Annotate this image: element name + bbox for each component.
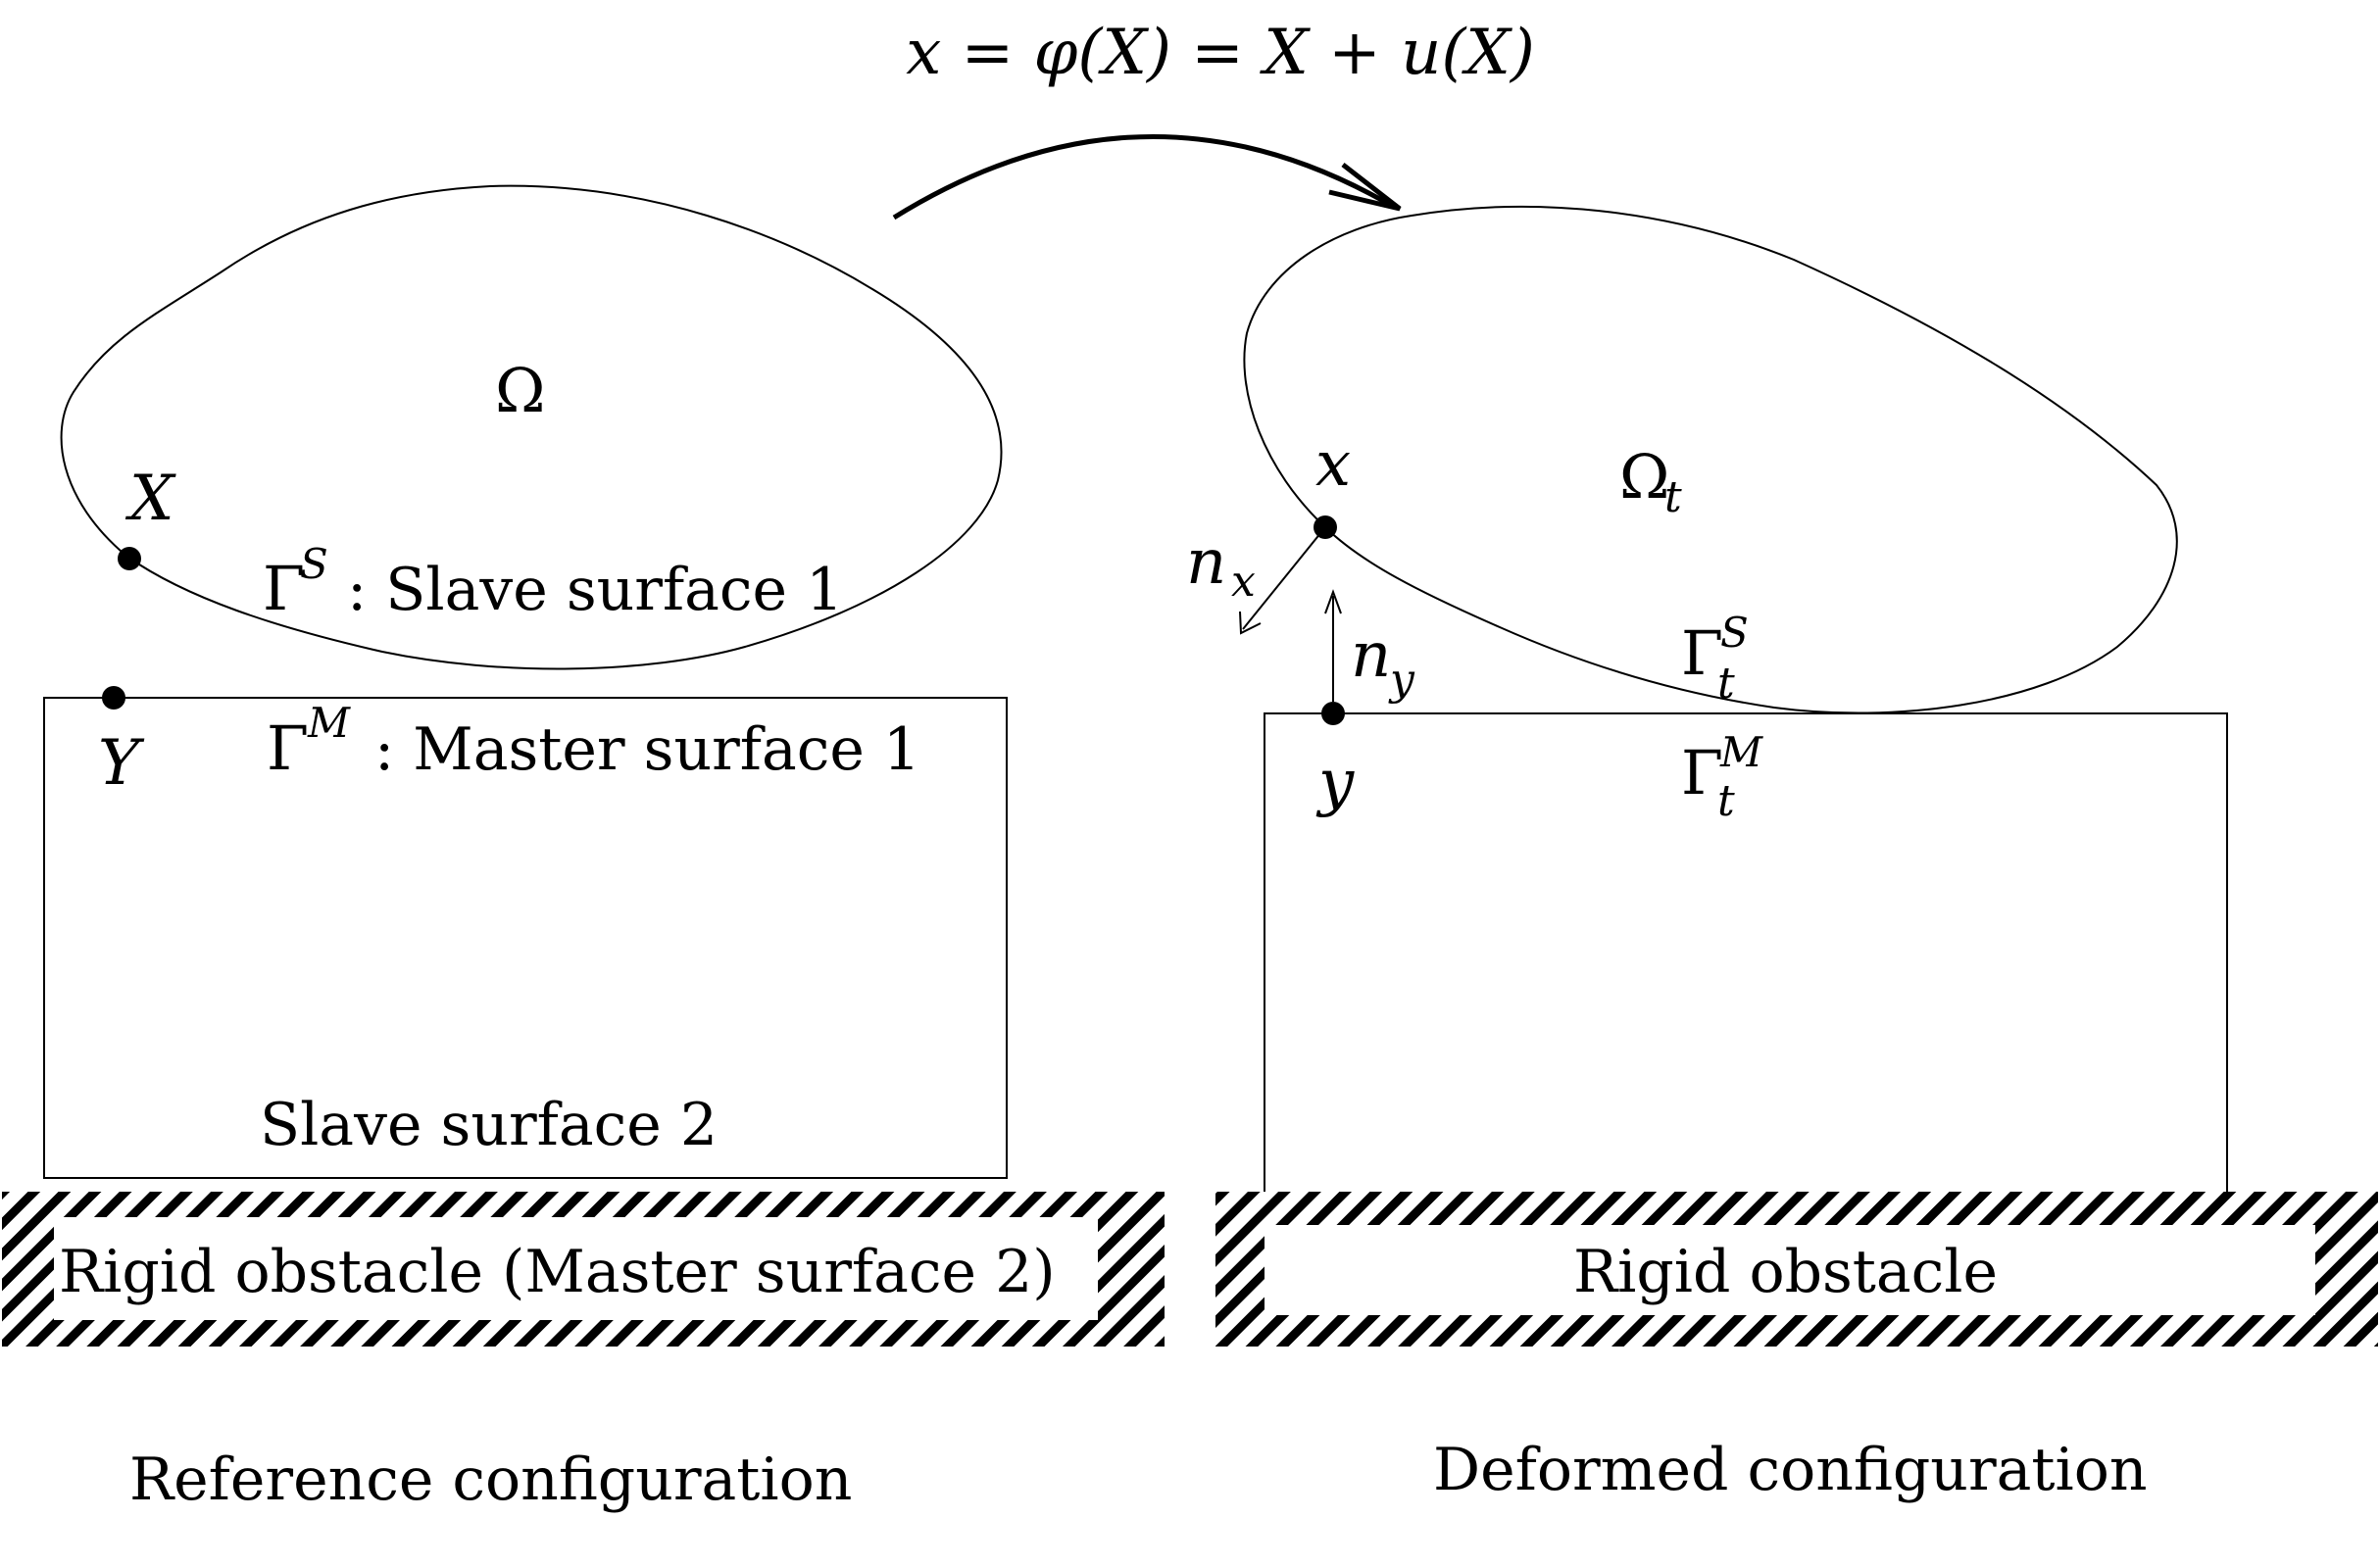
deformed-slave-surface-symbol: Γ — [1681, 617, 1723, 689]
deformed-master-surface-superscript: M — [1719, 728, 1763, 776]
normal-x-subscript: x — [1231, 557, 1256, 607]
deformed-point-y-dot — [1321, 702, 1345, 725]
deformed-point-x-label: x — [1315, 428, 1351, 501]
reference-point-Y-label: Y — [98, 727, 145, 800]
master-surface-1-superscript: M — [307, 699, 351, 747]
deformed-domain-subscript: t — [1664, 472, 1682, 522]
normal-y-arrowhead — [1324, 589, 1342, 614]
slave-surface-1-symbol: Γ — [263, 553, 305, 624]
master-surface-1-label: : Master surface 1 — [374, 715, 920, 784]
reference-point-X-label: X — [124, 463, 176, 535]
slave-surface-2-label: Slave surface 2 — [260, 1091, 718, 1159]
reference-rigid-obstacle — [2, 1192, 1165, 1347]
reference-block — [43, 697, 1008, 1179]
normal-x-symbol: n — [1186, 526, 1226, 599]
reference-caption: Reference configuration — [129, 1446, 852, 1514]
deformed-block — [1264, 712, 2228, 1195]
deformed-domain-label: Ω — [1619, 441, 1669, 513]
normal-x-arrow — [1242, 526, 1326, 630]
deformed-caption: Deformed configuration — [1433, 1436, 2147, 1504]
deformed-rigid-obstacle — [1215, 1192, 2378, 1347]
deformed-master-surface-subscript: t — [1717, 776, 1735, 826]
reference-point-Y-dot — [102, 686, 125, 710]
master-surface-1-symbol: Γ — [267, 712, 309, 784]
normal-x-arrowhead — [1239, 611, 1262, 635]
slave-surface-1-label: : Slave surface 1 — [347, 556, 843, 624]
mapping-arrowhead — [1328, 163, 1402, 212]
normal-y-symbol: n — [1351, 619, 1391, 692]
deformed-body-outline — [1243, 205, 2178, 714]
deformed-slave-surface-subscript: t — [1717, 659, 1735, 709]
mapping-equation: x = φ(X) = X + u(X) — [906, 17, 1535, 89]
reference-obstacle-label: Rigid obstacle (Master surface 2) — [59, 1238, 1056, 1306]
reference-body-outline — [60, 184, 1003, 670]
deformed-obstacle-label: Rigid obstacle — [1573, 1238, 1998, 1306]
reference-domain-label: Ω — [495, 355, 545, 426]
normal-y-subscript: y — [1388, 655, 1415, 705]
reference-point-X-dot — [118, 547, 141, 570]
deformed-point-y-label: y — [1315, 747, 1355, 819]
deformed-master-surface-symbol: Γ — [1681, 737, 1723, 808]
mapping-arrow — [892, 133, 1394, 220]
slave-surface-1-superscript: S — [300, 540, 328, 588]
deformed-slave-surface-superscript: S — [1720, 609, 1749, 657]
